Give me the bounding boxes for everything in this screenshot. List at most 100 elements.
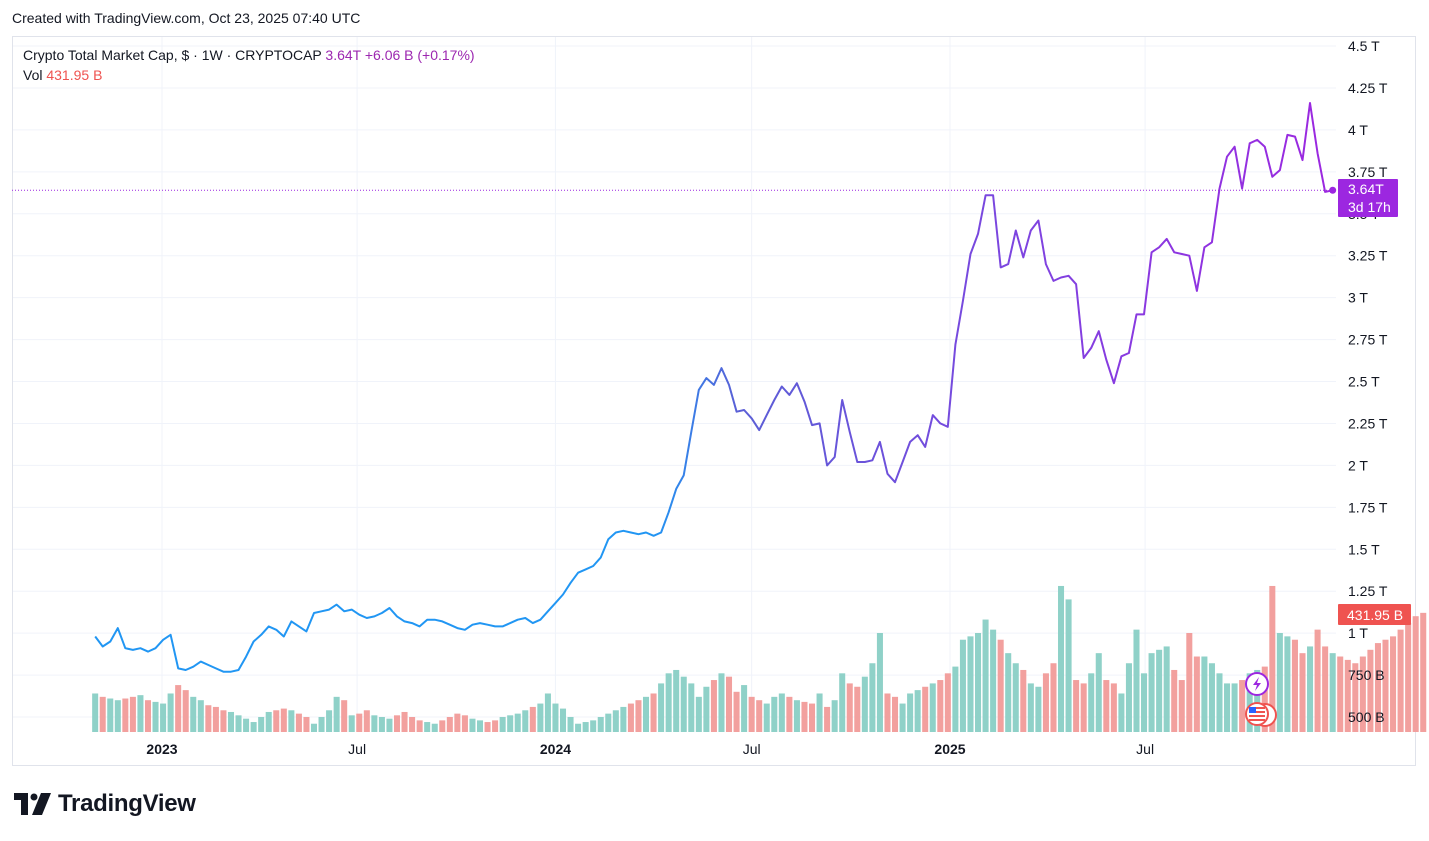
volume-bar [718,673,725,732]
volume-bar [861,676,868,732]
volume-bar [771,696,778,732]
y-tick-label: 3.25 T [1348,248,1388,264]
y-tick-label: 3 T [1348,290,1368,306]
volume-bar [575,723,582,732]
volume-bar [1412,616,1419,732]
volume-bar [1314,629,1321,732]
volume-bar [499,717,506,732]
volume-bar [333,696,340,732]
volume-bar [341,700,348,732]
volume-bar [809,703,816,732]
tradingview-logo-icon [14,793,51,815]
volume-bar [1095,653,1102,732]
volume-bar [582,722,589,732]
volume-bar [590,720,597,732]
y-tick-label: 2.25 T [1348,415,1388,431]
y-tick-label: 2 T [1348,457,1368,473]
x-tick-label: Jul [348,741,366,757]
volume-bar [1133,629,1140,732]
volume-bar [484,722,491,732]
volume-bar [884,693,891,732]
volume-bar [1201,656,1208,732]
volume-bar [393,715,401,732]
volume-bar [1344,659,1351,732]
volume-bar [1254,669,1261,732]
volume-bar [605,713,612,732]
volume-bar [627,703,634,732]
volume-bar [431,723,438,732]
volume-bar [212,706,219,732]
volume-bar [831,700,838,732]
volume-bar [854,686,861,732]
volume-bar [1307,646,1314,732]
volume-bar [876,633,883,732]
x-tick-label: Jul [743,741,761,757]
volume-bar [899,703,906,732]
volume-bar [1156,649,1163,732]
volume-bar [725,676,733,732]
volume-bar [1397,629,1404,732]
volume-bar [1042,673,1049,732]
volume-bar [990,629,997,732]
volume-bar [522,710,529,732]
volume-bar [559,708,567,732]
volume-bar [839,673,846,732]
volume-bar [1208,663,1215,732]
volume-bar [635,700,642,732]
volume-bar [544,693,551,732]
volume-bar [378,717,385,732]
legend-vol-label[interactable]: Vol [23,67,43,83]
us-flag-event-icon[interactable] [1245,702,1277,727]
volume-bar [642,696,650,732]
legend-symbol[interactable]: Crypto Total Market Cap, $ · 1W · CRYPTO… [23,47,322,63]
volume-bar [92,693,99,732]
chart-frame[interactable] [12,36,1416,766]
lightning-event-icon[interactable] [1245,672,1269,696]
volume-bar [137,695,144,732]
volume-bar [1239,680,1246,732]
volume-bar [1359,656,1366,732]
volume-bar [1216,673,1223,732]
chart-legend: Crypto Total Market Cap, $ · 1W · CRYPTO… [23,45,475,85]
volume-bar [1050,663,1057,732]
volume-bar [1118,693,1125,732]
y-tick-label: 4.25 T [1348,80,1388,96]
volume-bar [310,723,318,732]
legend-vol-value: 431.95 B [46,67,103,83]
volume-bar [846,683,853,732]
volume-bar [1027,683,1034,732]
y-tick-label: 4 T [1348,122,1368,138]
volume-bar [937,680,944,732]
volume-bar [756,700,763,732]
volume-bar [1382,639,1389,732]
volume-bar [371,715,378,732]
price-line [94,102,1333,673]
y-tick-label: 1.75 T [1348,499,1388,515]
volume-bar [273,710,280,732]
volume-bar [250,722,257,732]
volume-tag: 431.95 B [1338,604,1411,625]
volume-bar [665,673,672,732]
y-tick-label: 1 T [1348,625,1368,641]
volume-bar [190,696,197,732]
volume-bar [1276,633,1283,732]
volume-bar [1141,673,1148,732]
volume-bar [1374,643,1381,732]
volume-bar [620,706,627,732]
volume-bar [922,686,929,732]
volume-bar [454,713,461,732]
tradingview-logo[interactable]: TradingView [14,790,196,818]
volume-bar [650,693,657,732]
y-tick-label: 1.5 T [1348,541,1380,557]
volume-bar [710,680,717,732]
volume-bar [1337,656,1344,732]
volume-bar [703,686,710,732]
volume-bar [1125,663,1132,732]
volume-bar [152,701,159,732]
volume-bar [975,633,982,732]
volume-bar [258,717,265,732]
volume-bar [567,717,574,732]
volume-bar [944,673,951,732]
volume-bar [182,690,189,732]
